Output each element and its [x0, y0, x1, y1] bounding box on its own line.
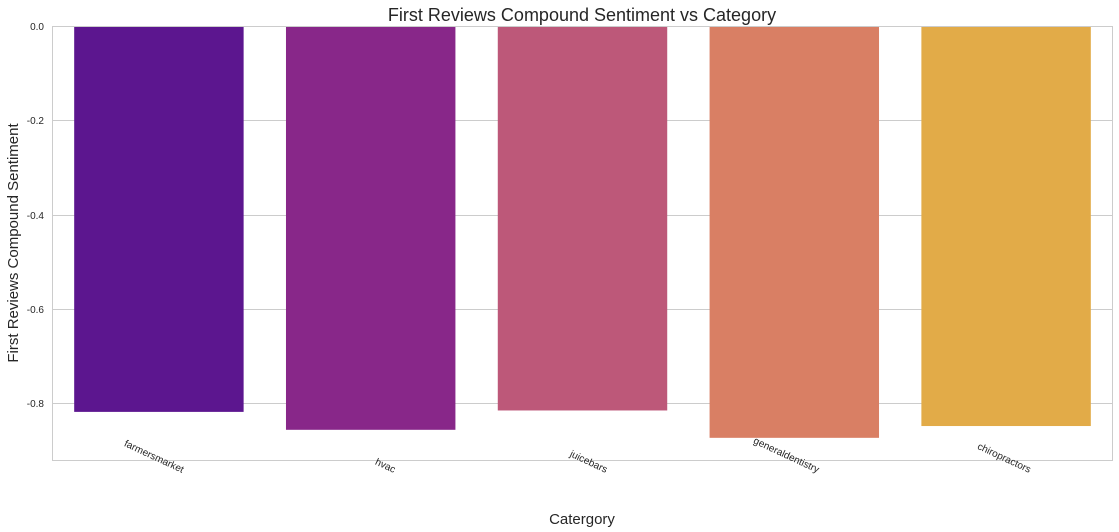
bar-juicebars — [497, 26, 668, 411]
y-axis-label: First Reviews Compound Sentiment — [5, 123, 22, 363]
bar-generaldentistry — [709, 26, 880, 438]
y-tick-label: -0.8 — [27, 399, 45, 410]
x-axis-label: Catergory — [549, 511, 615, 528]
bar-chiropractors — [921, 26, 1091, 427]
x-tick-label: farmersmarket — [122, 439, 185, 476]
chart-title: First Reviews Compound Sentiment vs Cate… — [388, 5, 776, 25]
y-tick-label: 0.0 — [30, 22, 44, 33]
bar-hvac — [285, 26, 456, 430]
x-tick-label: generaldentistry — [752, 436, 821, 476]
x-tick-label: juicebars — [567, 448, 609, 475]
y-tick-label: -0.6 — [27, 305, 45, 316]
y-tick-label: -0.2 — [27, 116, 45, 127]
x-tick-label: hvac — [373, 457, 397, 476]
plot-frame — [52, 26, 1113, 461]
bars — [74, 26, 1091, 438]
bar-farmersmarket — [74, 26, 244, 412]
y-tick-label: -0.4 — [27, 211, 45, 222]
x-tick-labels: farmersmarket hvac juicebars generaldentist… — [122, 436, 1032, 476]
y-tick-labels: 0.0 -0.2 -0.4 -0.6 -0.8 — [27, 22, 45, 410]
x-tick-label: chiropractors — [975, 441, 1032, 475]
